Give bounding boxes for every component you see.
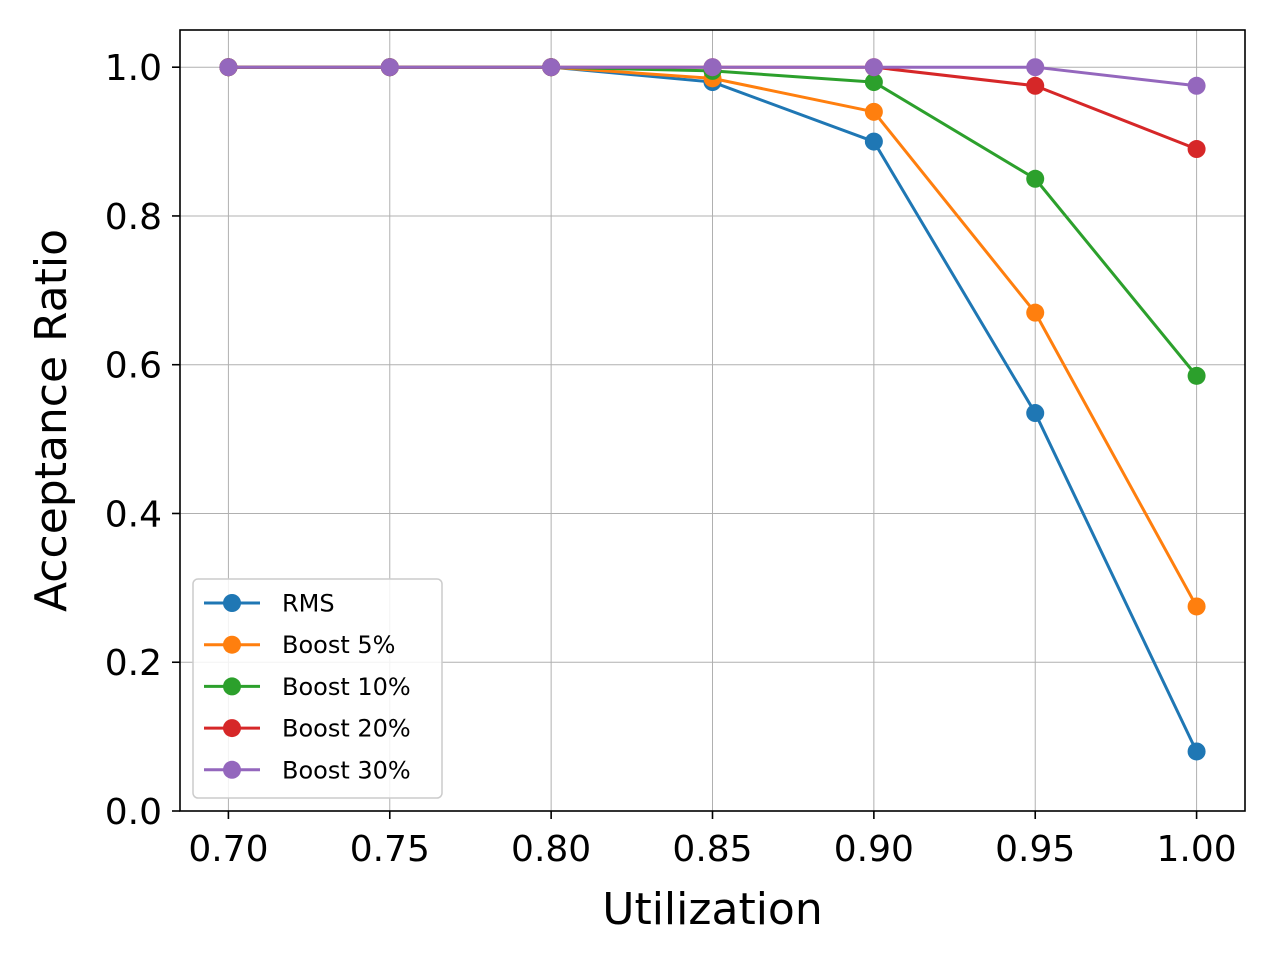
series-4 [219,58,1206,95]
x-tick-label: 0.95 [995,829,1075,870]
legend-box [192,578,443,799]
legend: RMS Boost 5% Boost 10% Boost 20% Boost 30% [192,578,443,799]
data-point [1187,366,1206,385]
data-point [1026,58,1045,77]
legend-item: Boost 30% [204,756,411,784]
legend-label: Boost 10% [282,673,411,701]
legend-item: Boost 10% [204,673,411,701]
legend-item: RMS [204,590,335,618]
data-point [1026,404,1045,423]
data-point [542,58,561,77]
data-point [1187,742,1206,761]
y-tick-label: 0.2 [105,643,162,684]
x-tick-label: 0.80 [511,829,591,870]
x-tick-label: 0.85 [672,829,752,870]
data-point [1026,169,1045,188]
y-tick-label: 0.6 [105,346,162,387]
x-tick-label: 1.00 [1157,829,1237,870]
y-tick-label: 0.0 [105,792,162,833]
data-point [1187,140,1206,159]
data-point [864,132,883,151]
data-point [1026,76,1045,95]
x-axis-ticks: 0.70 0.75 0.80 0.85 0.90 0.95 1.00 [188,811,1237,870]
legend-marker [223,719,241,738]
data-point [1026,303,1045,322]
legend-item: Boost 20% [204,715,411,743]
y-tick-label: 0.8 [105,197,162,238]
data-point [864,102,883,121]
legend-marker [223,635,241,654]
y-axis-title: Acceptance Ratio [26,229,77,612]
legend-marker [223,677,241,696]
y-tick-label: 1.0 [105,48,162,89]
x-tick-label: 0.75 [350,829,430,870]
legend-marker [223,594,241,612]
data-point [1187,597,1206,616]
legend-item: Boost 5% [204,631,395,659]
data-point [219,58,238,77]
legend-label: Boost 20% [282,715,411,743]
data-point [1187,76,1206,95]
data-point [864,58,883,77]
legend-label: RMS [282,590,335,618]
data-point [380,58,399,77]
y-axis-ticks: 0.0 0.2 0.4 0.6 0.8 1.0 [105,48,180,833]
x-axis-title: Utilization [602,884,822,935]
series-group [219,58,1206,761]
legend-marker [223,760,241,779]
legend-label: Boost 30% [282,756,411,784]
y-tick-label: 0.4 [105,494,162,535]
data-point [864,73,883,92]
x-tick-label: 0.90 [834,829,914,870]
data-point [703,58,722,77]
x-tick-label: 0.70 [188,829,268,870]
legend-label: Boost 5% [282,631,395,659]
